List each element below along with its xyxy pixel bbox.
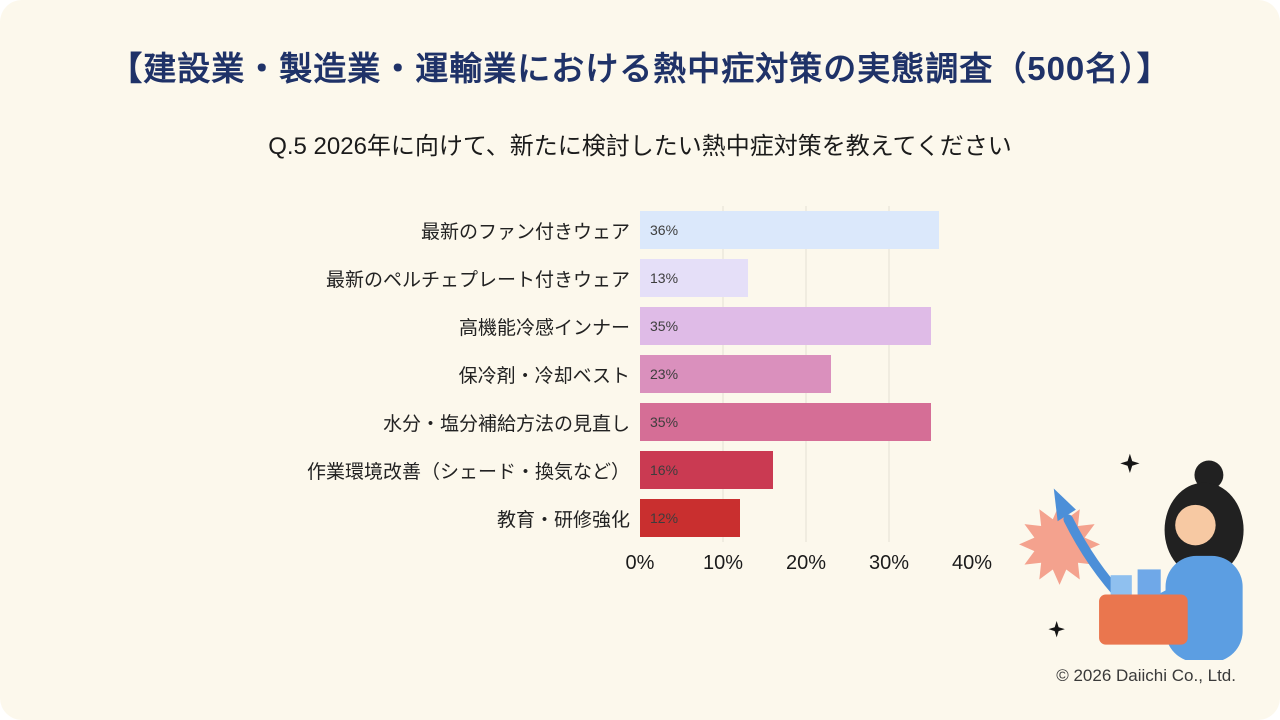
value-label: 36% (650, 222, 679, 238)
value-label: 35% (650, 318, 679, 334)
bar-track: 12% (640, 499, 972, 537)
value-label: 16% (650, 462, 679, 478)
value-label: 12% (650, 510, 679, 526)
face (1175, 504, 1216, 546)
x-axis: 0% 10% 20% 30% 40% (626, 542, 992, 578)
category-label: 水分・塩分補給方法の見直し (382, 413, 630, 435)
question-title: Q.5 2026年に向けて、新たに検討したい熱中症対策を教えてください (268, 133, 1012, 160)
x-tick-label: 10% (702, 552, 744, 574)
category-label: 教育・研修強化 (496, 509, 630, 531)
chart-row: 保冷剤・冷却ベスト 23% (240, 350, 1000, 398)
bar: 35% (640, 307, 931, 345)
copyright-text: © 2026 Daiichi Co., Ltd. (1056, 666, 1236, 685)
chart-row: 教育・研修強化 12% (240, 494, 1000, 542)
category-label: 保冷剤・冷却ベスト (458, 365, 630, 387)
bar: 12% (640, 499, 740, 537)
gridline (888, 206, 890, 542)
x-tick-label: 40% (951, 552, 993, 574)
bar-track: 36% (640, 211, 972, 249)
chart-row: 高機能冷感インナー 35% (240, 302, 1000, 350)
bar-chart: 最新のファン付きウェア 36% 最新のペルチェプレート付きウェア 13% 高機能冷感イン… (240, 206, 1000, 578)
bar-track: 35% (640, 403, 972, 441)
bar-track: 13% (640, 259, 972, 297)
bar: 16% (640, 451, 773, 489)
bar-track: 16% (640, 451, 972, 489)
starburst-shape (1019, 503, 1101, 585)
value-label: 35% (650, 414, 679, 430)
chart-row: 作業環境改善（シェード・換気など） 16% (240, 446, 1000, 494)
chart-row: 最新のペルチェプレート付きウェア 13% (240, 254, 1000, 302)
bar: 23% (640, 355, 831, 393)
category-label: 最新のペルチェプレート付きウェア (325, 269, 630, 291)
chart-row: 最新のファン付きウェア 36% (240, 206, 1000, 254)
arrowhead (1053, 488, 1076, 522)
category-label: 最新のファン付きウェア (420, 221, 630, 243)
sparkle-star-icon (1048, 620, 1065, 638)
chart-rows: 最新のファン付きウェア 36% 最新のペルチェプレート付きウェア 13% 高機能冷感イン… (240, 206, 1000, 542)
box (1099, 594, 1188, 645)
woman-with-chart-illustration (1019, 453, 1244, 660)
value-label: 23% (650, 366, 679, 382)
chart-row: 水分・塩分補給方法の見直し 35% (240, 398, 1000, 446)
document (1110, 575, 1132, 601)
bar-track: 35% (640, 307, 972, 345)
bar: 35% (640, 403, 931, 441)
x-tick-label: 0% (625, 552, 655, 574)
value-label: 13% (650, 270, 679, 286)
sparkle-star-icon (1120, 453, 1140, 474)
page-title: 【建設業・製造業・運輸業における熱中症対策の実態調査（500名）】 (109, 50, 1171, 87)
bar: 13% (640, 259, 748, 297)
hair-bun (1194, 460, 1224, 490)
bar-track: 23% (640, 355, 972, 393)
category-label: 高機能冷感インナー (458, 317, 630, 339)
category-label: 作業環境改善（シェード・換気など） (306, 461, 630, 483)
x-tick-label: 30% (868, 552, 910, 574)
bar: 36% (640, 211, 939, 249)
x-tick-label: 20% (785, 552, 827, 574)
document (1137, 569, 1161, 599)
